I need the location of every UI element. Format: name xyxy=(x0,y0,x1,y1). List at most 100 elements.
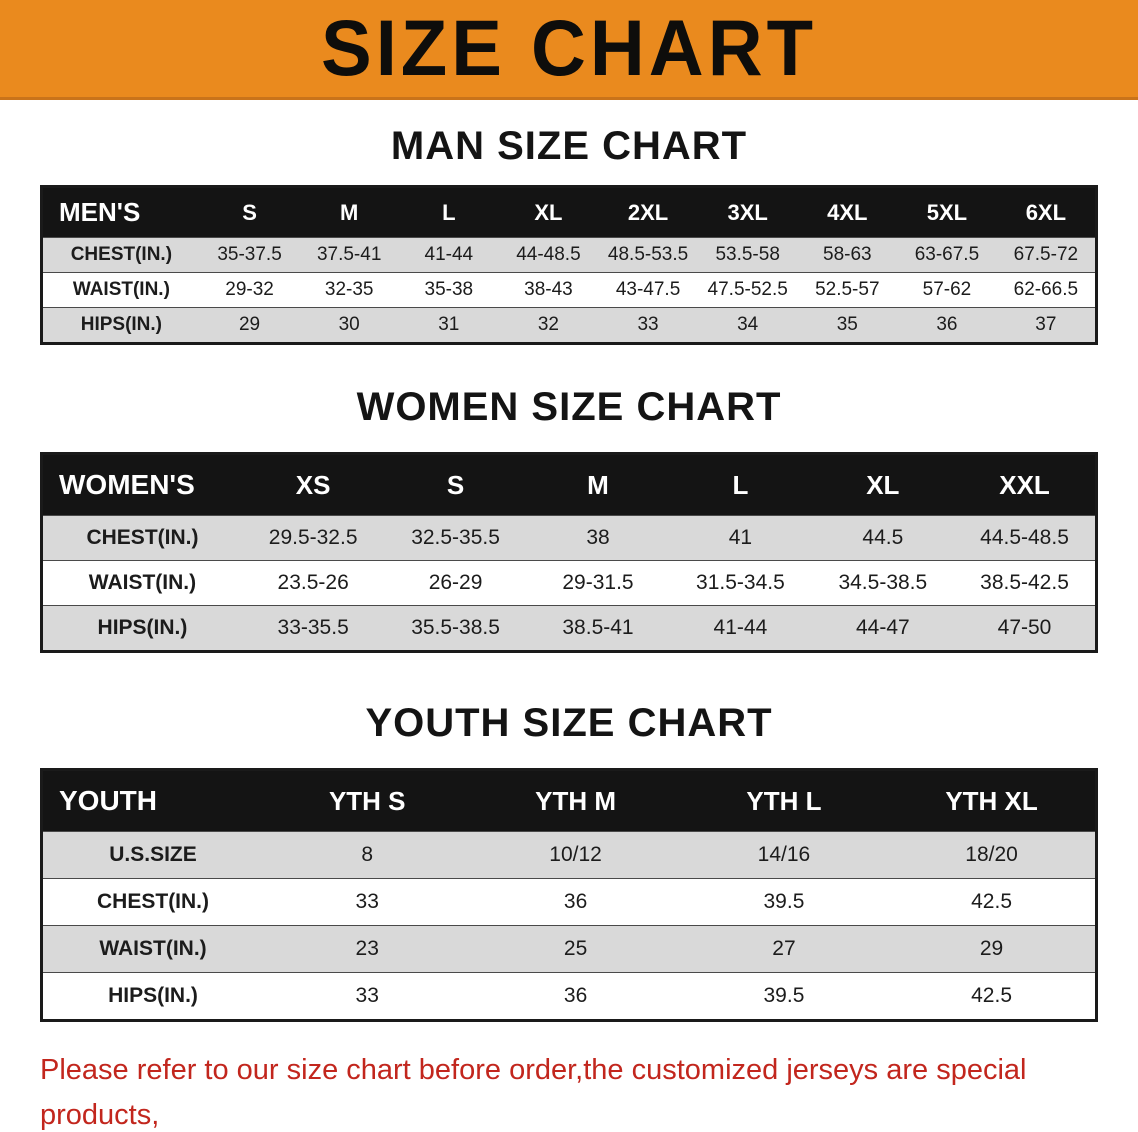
value-cell: 44.5 xyxy=(811,515,955,561)
size-header-cell: 2XL xyxy=(598,186,698,238)
value-cell: 53.5-58 xyxy=(697,237,798,273)
table-row: WAIST(IN.) 23 25 27 29 xyxy=(41,925,1097,973)
value-cell: 44-48.5 xyxy=(498,237,599,273)
row-label-cell: HIPS(IN.) xyxy=(41,972,264,1021)
value-cell: 42.5 xyxy=(888,878,1097,926)
table-title-cell: MEN'S xyxy=(41,186,200,238)
row-label-cell: CHEST(IN.) xyxy=(41,878,264,926)
table-row: U.S.SIZE 8 10/12 14/16 18/20 xyxy=(41,831,1097,879)
value-cell: 39.5 xyxy=(679,972,889,1021)
men-size-table: MEN'S S M L XL 2XL 3XL 4XL 5XL 6XL CHEST(IN.) 35-37… xyxy=(40,185,1098,345)
size-header-cell: XL xyxy=(498,186,599,238)
row-label-cell: CHEST(IN.) xyxy=(41,237,200,273)
size-header-cell: XS xyxy=(241,453,385,516)
youth-section: YOUTH SIZE CHART YOUTH YTH S YTH M YTH L YTH… xyxy=(0,701,1138,1022)
disclaimer-line-1: Please refer to our size chart before or… xyxy=(40,1054,1027,1131)
women-section-heading: WOMEN SIZE CHART xyxy=(356,385,782,429)
size-header-cell: YTH M xyxy=(471,769,680,832)
value-cell: 37 xyxy=(996,307,1097,344)
size-header-cell: M xyxy=(299,186,399,238)
table-title-cell: WOMEN'S xyxy=(41,453,242,516)
value-cell: 33 xyxy=(598,307,698,344)
value-cell: 35 xyxy=(797,307,898,344)
table-row: CHEST(IN.) 35-37.5 37.5-41 41-44 44-48.5 48.5… xyxy=(41,237,1097,273)
value-cell: 35-37.5 xyxy=(199,237,300,273)
value-cell: 41-44 xyxy=(669,605,812,652)
table-row: CHEST(IN.) 33 36 39.5 42.5 xyxy=(41,878,1097,926)
value-cell: 38.5-42.5 xyxy=(954,560,1097,606)
table-row: HIPS(IN.) 33 36 39.5 42.5 xyxy=(41,972,1097,1021)
value-cell: 31 xyxy=(399,307,499,344)
men-section: MAN SIZE CHART MEN'S S M L XL 2XL 3XL 4XL 5XL 6XL… xyxy=(0,124,1138,345)
women-size-table: WOMEN'S XS S M L XL XXL CHEST(IN.) 29.5-32.5 32.5… xyxy=(40,452,1098,653)
size-header-cell: 4XL xyxy=(797,186,898,238)
value-cell: 8 xyxy=(263,831,472,879)
value-cell: 39.5 xyxy=(679,878,889,926)
disclaimer: Please refer to our size chart before or… xyxy=(40,1048,1138,1132)
row-label-cell: WAIST(IN.) xyxy=(41,272,200,308)
value-cell: 44.5-48.5 xyxy=(954,515,1097,561)
size-header-cell: 5XL xyxy=(897,186,997,238)
value-cell: 58-63 xyxy=(797,237,898,273)
value-cell: 35-38 xyxy=(399,272,499,308)
value-cell: 33-35.5 xyxy=(241,605,385,652)
value-cell: 38.5-41 xyxy=(526,605,670,652)
value-cell: 10/12 xyxy=(471,831,680,879)
size-header-cell: L xyxy=(669,453,812,516)
value-cell: 67.5-72 xyxy=(996,237,1097,273)
value-cell: 38-43 xyxy=(498,272,599,308)
value-cell: 36 xyxy=(897,307,997,344)
size-header-cell: XXL xyxy=(954,453,1097,516)
value-cell: 29-32 xyxy=(199,272,300,308)
size-header-cell: YTH S xyxy=(263,769,472,832)
value-cell: 47.5-52.5 xyxy=(697,272,798,308)
row-label-cell: WAIST(IN.) xyxy=(41,560,242,606)
value-cell: 34 xyxy=(697,307,798,344)
value-cell: 47-50 xyxy=(954,605,1097,652)
value-cell: 32 xyxy=(498,307,599,344)
value-cell: 18/20 xyxy=(888,831,1097,879)
value-cell: 35.5-38.5 xyxy=(384,605,527,652)
value-cell: 27 xyxy=(679,925,889,973)
value-cell: 41 xyxy=(669,515,812,561)
value-cell: 25 xyxy=(471,925,680,973)
size-header-cell: YTH XL xyxy=(888,769,1097,832)
table-row: CHEST(IN.) 29.5-32.5 32.5-35.5 38 41 44.5 44.5… xyxy=(41,515,1097,561)
banner-title: SIZE CHART xyxy=(321,4,817,93)
row-label-cell: CHEST(IN.) xyxy=(41,515,242,561)
table-header-row: WOMEN'S XS S M L XL XXL xyxy=(41,453,1097,516)
value-cell: 32-35 xyxy=(299,272,399,308)
table-row: HIPS(IN.) 33-35.5 35.5-38.5 38.5-41 41-44 44-… xyxy=(41,605,1097,652)
value-cell: 23 xyxy=(263,925,472,973)
size-header-cell: S xyxy=(199,186,300,238)
banner: SIZE CHART xyxy=(0,0,1138,100)
value-cell: 33 xyxy=(263,972,472,1021)
value-cell: 29 xyxy=(888,925,1097,973)
size-header-cell: XL xyxy=(811,453,955,516)
table-row: WAIST(IN.) 23.5-26 26-29 29-31.5 31.5-34.5 34… xyxy=(41,560,1097,606)
value-cell: 38 xyxy=(526,515,670,561)
value-cell: 57-62 xyxy=(897,272,997,308)
men-section-heading: MAN SIZE CHART xyxy=(390,124,748,168)
value-cell: 31.5-34.5 xyxy=(669,560,812,606)
youth-section-heading: YOUTH SIZE CHART xyxy=(365,701,773,745)
value-cell: 36 xyxy=(471,972,680,1021)
value-cell: 36 xyxy=(471,878,680,926)
size-header-cell: YTH L xyxy=(679,769,889,832)
size-header-cell: 3XL xyxy=(697,186,798,238)
value-cell: 32.5-35.5 xyxy=(384,515,527,561)
value-cell: 29.5-32.5 xyxy=(241,515,385,561)
table-header-row: YOUTH YTH S YTH M YTH L YTH XL xyxy=(41,769,1097,832)
value-cell: 29-31.5 xyxy=(526,560,670,606)
women-section: WOMEN SIZE CHART WOMEN'S XS S M L XL XXL CHEST(… xyxy=(0,385,1138,653)
value-cell: 48.5-53.5 xyxy=(598,237,698,273)
value-cell: 43-47.5 xyxy=(598,272,698,308)
row-label-cell: U.S.SIZE xyxy=(41,831,264,879)
value-cell: 44-47 xyxy=(811,605,955,652)
table-row: WAIST(IN.) 29-32 32-35 35-38 38-43 43-47.5 47.… xyxy=(41,272,1097,308)
youth-size-table: YOUTH YTH S YTH M YTH L YTH XL U.S.SIZE 8 10/12… xyxy=(40,768,1098,1022)
value-cell: 14/16 xyxy=(679,831,889,879)
size-header-cell: S xyxy=(384,453,527,516)
value-cell: 62-66.5 xyxy=(996,272,1097,308)
value-cell: 29 xyxy=(199,307,300,344)
